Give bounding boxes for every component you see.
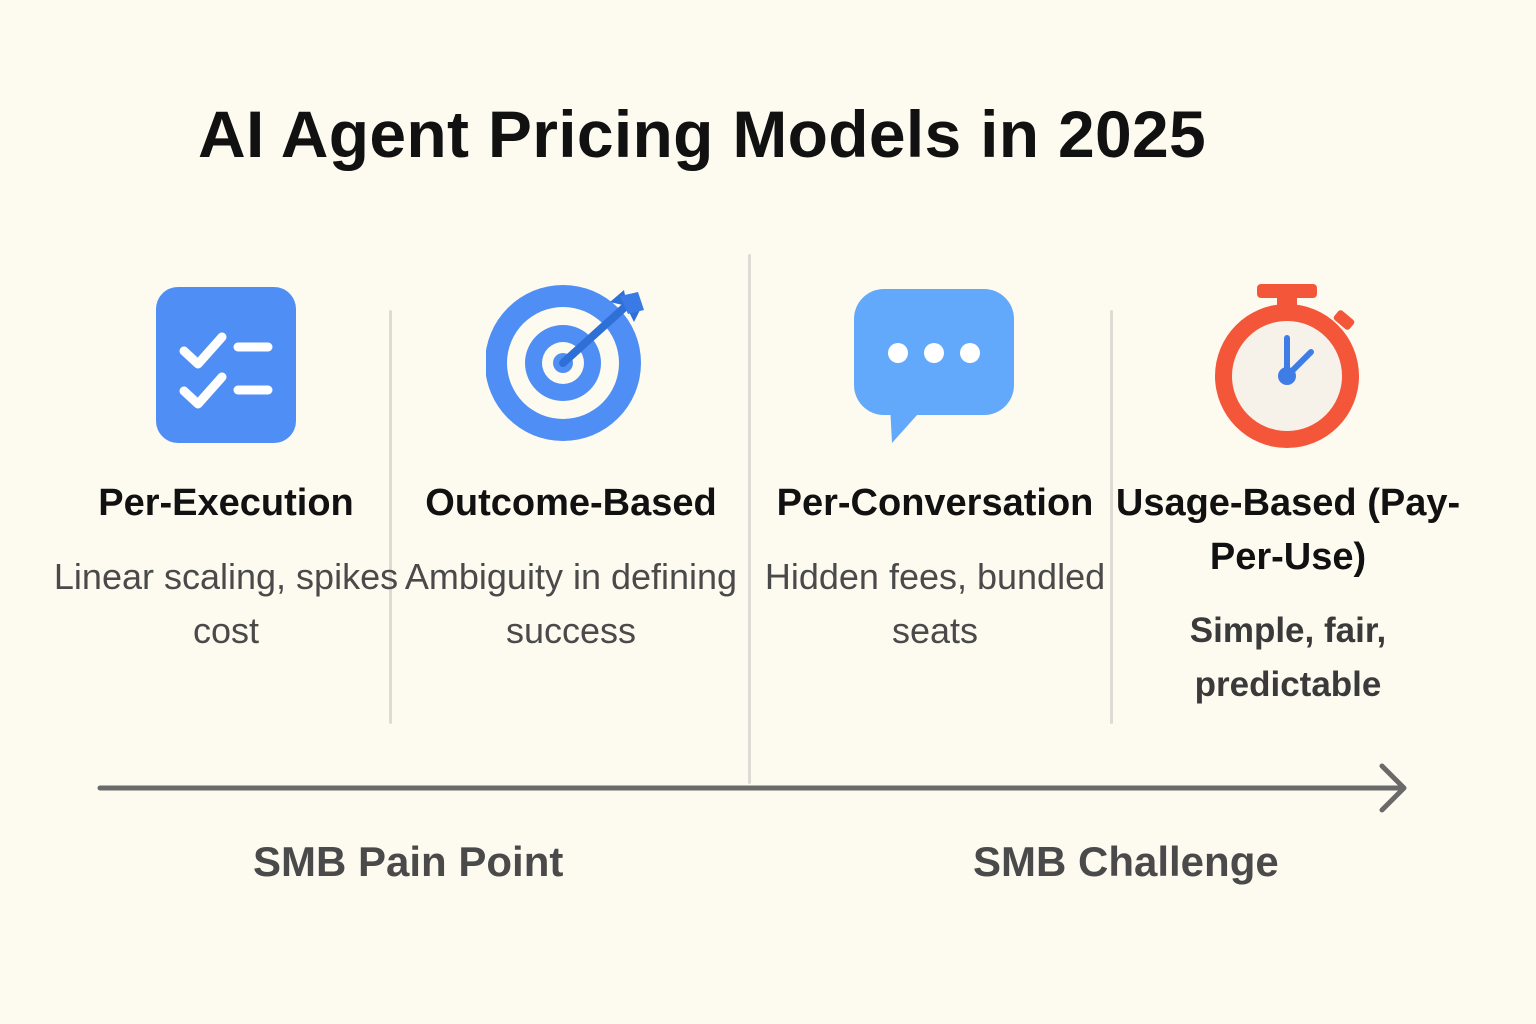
model-usage-based: Usage-Based (Pay-Per-Use) Simple, fair, …: [1108, 280, 1468, 712]
column-divider: [1110, 310, 1113, 724]
axis-label-right: SMB Challenge: [973, 838, 1279, 885]
axis-label-left: SMB Pain Point: [253, 838, 564, 885]
target-icon: [391, 280, 751, 450]
model-per-execution: Per-Execution Linear scaling, spikes cos…: [46, 280, 406, 658]
checklist-icon: [46, 280, 406, 450]
model-description: Ambiguity in defining success: [404, 556, 738, 651]
model-per-conversation: Per-Conversation Hidden fees, bundled se…: [755, 280, 1115, 658]
model-title: Per-Conversation: [776, 482, 1094, 524]
chat-bubble-icon: [755, 280, 1115, 450]
model-description: Hidden fees, bundled seats: [764, 556, 1106, 651]
column-divider: [389, 310, 392, 724]
center-divider: [748, 254, 751, 784]
model-title: Outcome-Based: [425, 482, 717, 524]
model-title: Per-Execution: [98, 482, 354, 524]
stopwatch-icon: [1108, 280, 1468, 450]
model-description: Linear scaling, spikes cost: [53, 556, 399, 651]
model-outcome-based: Outcome-Based Ambiguity in defining succ…: [391, 280, 751, 658]
spectrum-arrow: [97, 763, 1407, 813]
page-title: AI Agent Pricing Models in 2025: [198, 97, 1207, 171]
model-title: Usage-Based (Pay-Per-Use): [1115, 482, 1461, 578]
model-description: Simple, fair, predictable: [1189, 611, 1387, 704]
